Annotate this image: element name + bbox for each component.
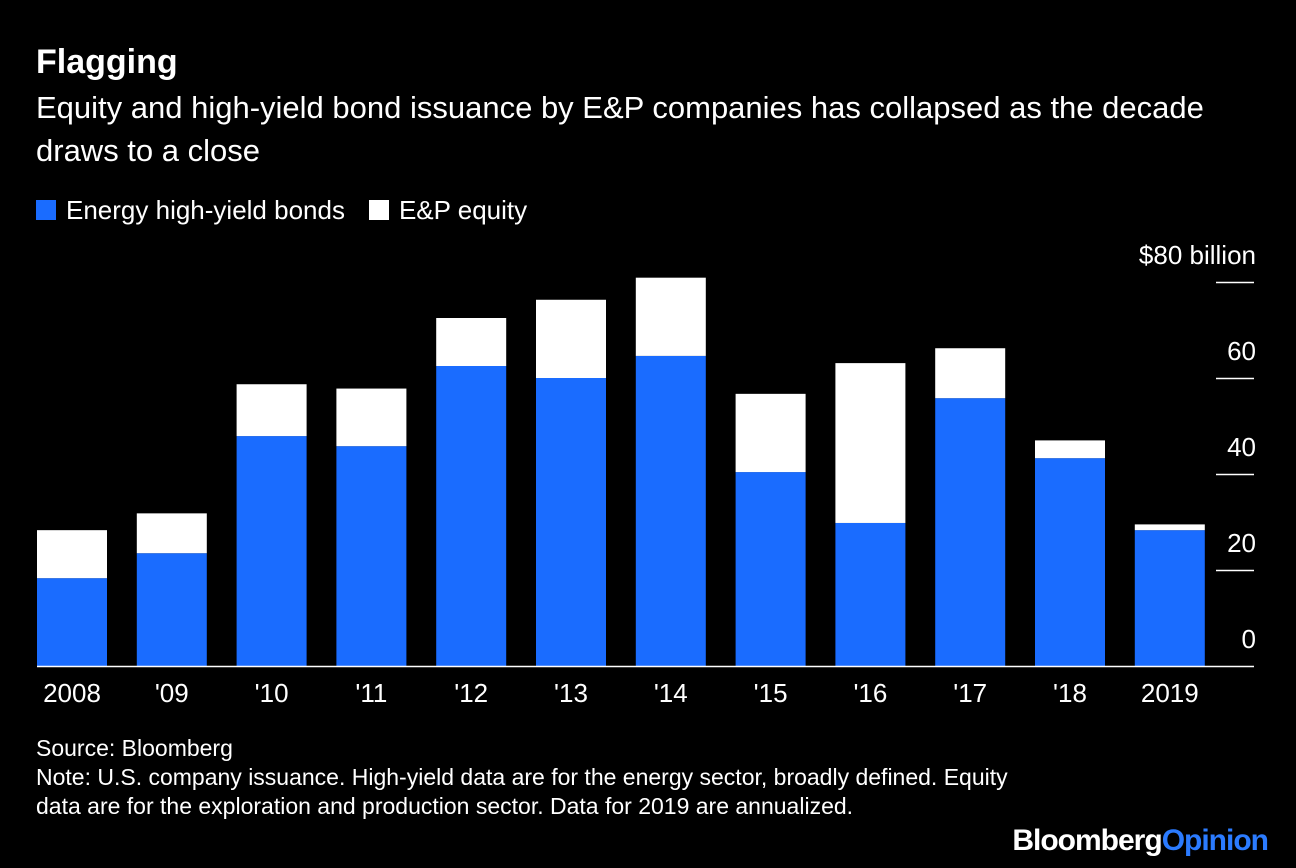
brand-suffix: Opinion xyxy=(1161,824,1269,857)
bar-bonds-8 xyxy=(835,522,906,666)
x-tick-label: '14 xyxy=(654,678,688,708)
y-tick-label: 0 xyxy=(1242,624,1256,654)
bar-bonds-1 xyxy=(136,553,207,666)
x-tick-label: '09 xyxy=(155,678,189,708)
x-tick-label: '17 xyxy=(953,678,987,708)
y-tick-label: $80 billion xyxy=(1139,240,1256,270)
bar-bonds-6 xyxy=(635,355,706,666)
bar-bonds-9 xyxy=(935,398,1006,666)
brand-logo: BloombergOpinion xyxy=(1012,824,1269,858)
bar-equity-11 xyxy=(1134,524,1205,531)
legend-swatch-bonds xyxy=(36,200,56,220)
x-tick-label: 2019 xyxy=(1141,678,1199,708)
bar-bonds-5 xyxy=(536,378,606,666)
bar-equity-9 xyxy=(935,348,1006,399)
bar-equity-1 xyxy=(136,513,207,554)
bar-bonds-2 xyxy=(236,436,307,666)
x-tick-label: '15 xyxy=(754,678,788,708)
bar-bonds-11 xyxy=(1134,530,1205,666)
chart-subtitle: Equity and high-yield bond issuance by E… xyxy=(36,90,1204,168)
bar-equity-2 xyxy=(236,384,307,437)
legend-label-bonds: Energy high-yield bonds xyxy=(66,195,345,225)
bar-equity-6 xyxy=(635,277,706,356)
bar-equity-4 xyxy=(436,318,507,366)
bar-equity-10 xyxy=(1035,440,1105,459)
x-tick-label: '12 xyxy=(454,678,488,708)
x-tick-label: '10 xyxy=(255,678,289,708)
x-tick-label: '11 xyxy=(355,678,387,708)
x-tick-label: '13 xyxy=(554,678,588,708)
brand-name: Bloomberg xyxy=(1012,824,1162,857)
bar-bonds-10 xyxy=(1035,458,1105,666)
legend-item-bonds: Energy high-yield bonds xyxy=(36,192,345,228)
legend-swatch-equity xyxy=(368,200,389,220)
bar-equity-7 xyxy=(735,393,806,473)
legend-item-equity: E&P equity xyxy=(368,192,528,228)
bar-equity-5 xyxy=(536,299,606,378)
y-tick-label: 40 xyxy=(1227,432,1256,462)
bar-equity-8 xyxy=(835,363,906,523)
y-tick-label: 20 xyxy=(1227,528,1256,558)
note-text: Note: U.S. company issuance. High-yield … xyxy=(36,764,1008,819)
x-tick-label: '18 xyxy=(1053,678,1087,708)
bar-bonds-7 xyxy=(735,472,806,666)
legend: Energy high-yield bonds E&P equity xyxy=(36,192,551,228)
bar-bonds-3 xyxy=(336,446,407,666)
chart-title: Flagging xyxy=(36,43,178,81)
x-tick-label: '16 xyxy=(853,678,887,708)
bar-equity-0 xyxy=(37,530,107,579)
x-tick-label: 2008 xyxy=(43,678,101,708)
bar-bonds-4 xyxy=(436,366,507,666)
footer: Source: Bloomberg Note: U.S. company iss… xyxy=(36,734,1036,821)
bar-bonds-0 xyxy=(37,578,107,666)
legend-label-equity: E&P equity xyxy=(398,195,528,225)
y-tick-label: 60 xyxy=(1227,336,1256,366)
source-text: Source: Bloomberg xyxy=(36,735,233,761)
bar-equity-3 xyxy=(336,388,407,447)
